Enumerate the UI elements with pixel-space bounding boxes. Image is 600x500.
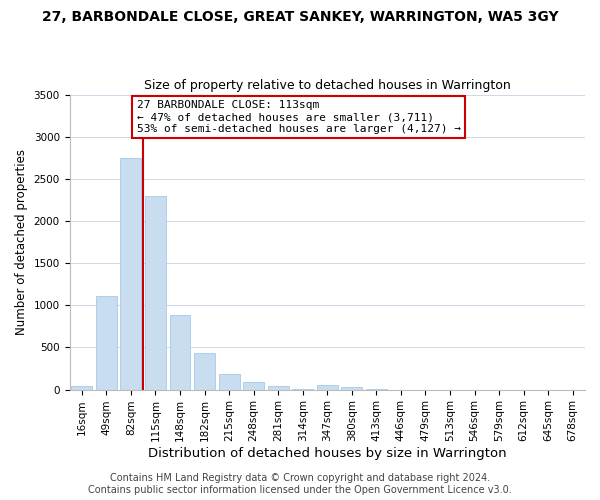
Bar bbox=[194, 352, 215, 390]
Bar bbox=[170, 316, 190, 390]
Bar bbox=[96, 296, 117, 390]
Title: Size of property relative to detached houses in Warrington: Size of property relative to detached ho… bbox=[144, 79, 511, 92]
Text: 27, BARBONDALE CLOSE, GREAT SANKEY, WARRINGTON, WA5 3GY: 27, BARBONDALE CLOSE, GREAT SANKEY, WARR… bbox=[41, 10, 559, 24]
Bar bbox=[71, 386, 92, 390]
X-axis label: Distribution of detached houses by size in Warrington: Distribution of detached houses by size … bbox=[148, 447, 506, 460]
Y-axis label: Number of detached properties: Number of detached properties bbox=[15, 149, 28, 335]
Bar bbox=[218, 374, 239, 390]
Text: 27 BARBONDALE CLOSE: 113sqm
← 47% of detached houses are smaller (3,711)
53% of : 27 BARBONDALE CLOSE: 113sqm ← 47% of det… bbox=[137, 100, 461, 134]
Bar bbox=[292, 389, 313, 390]
Bar bbox=[145, 196, 166, 390]
Bar bbox=[268, 386, 289, 390]
Bar bbox=[243, 382, 264, 390]
Text: Contains HM Land Registry data © Crown copyright and database right 2024.
Contai: Contains HM Land Registry data © Crown c… bbox=[88, 474, 512, 495]
Bar bbox=[341, 387, 362, 390]
Bar bbox=[317, 385, 338, 390]
Bar bbox=[121, 158, 142, 390]
